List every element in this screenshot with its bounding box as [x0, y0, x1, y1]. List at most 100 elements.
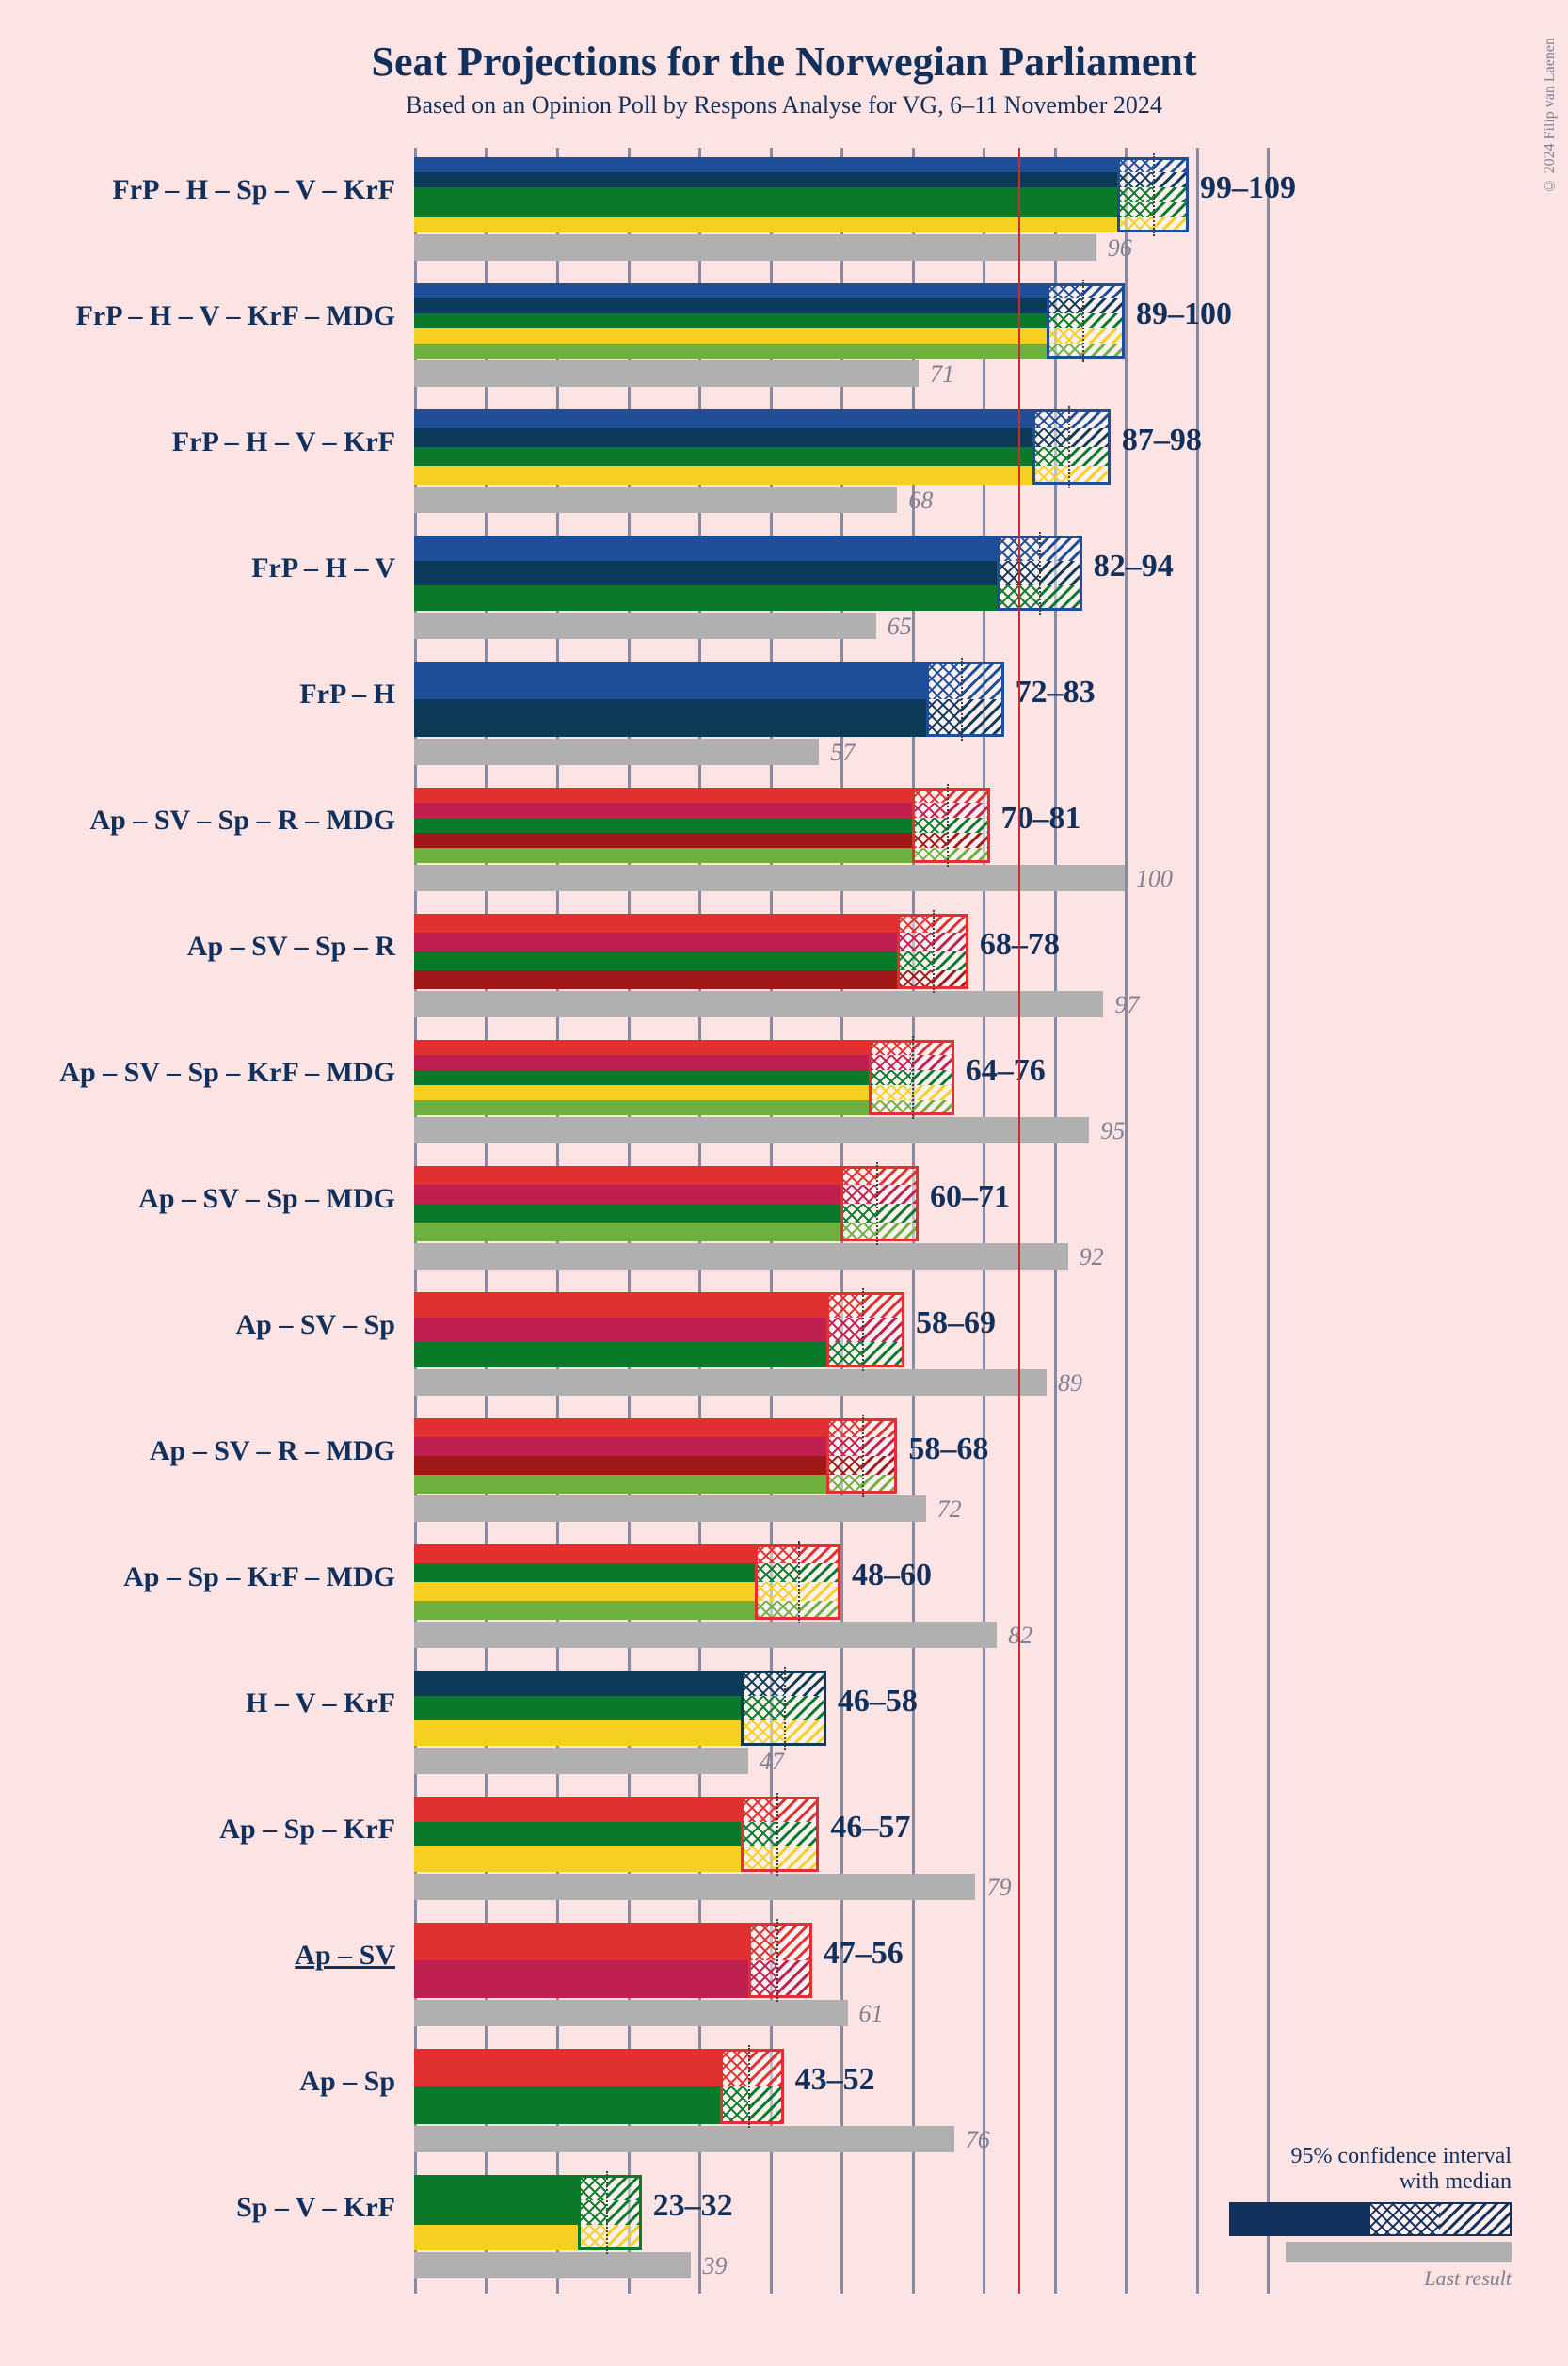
coalition-label: Ap – SV – R – MDG	[150, 1435, 395, 1467]
median-tick	[961, 658, 963, 741]
coalition-label: Ap – SV – Sp – MDG	[138, 1183, 395, 1215]
bar-stack	[414, 2175, 578, 2250]
coalition-row: FrP – H – Sp – V – KrF99–10996	[414, 157, 1267, 274]
party-bar	[414, 328, 1047, 344]
range-label: 89–100	[1136, 296, 1232, 332]
coalition-row: Ap – SV47–5661	[414, 1923, 1267, 2039]
party-bar	[414, 2175, 578, 2200]
party-bar	[414, 561, 997, 586]
coalition-row: H – V – KrF46–5847	[414, 1671, 1267, 1787]
coalition-label: Ap – SV	[295, 1940, 395, 1972]
party-bar	[414, 428, 1032, 447]
bar-stack	[414, 1418, 826, 1494]
range-label: 70–81	[1001, 801, 1081, 837]
median-tick	[862, 1288, 864, 1371]
party-bar	[414, 1418, 826, 1437]
confidence-interval	[826, 1292, 904, 1367]
party-bar	[414, 951, 897, 970]
party-bar	[414, 1100, 869, 1115]
median-tick	[1039, 532, 1041, 615]
coalition-row: Sp – V – KrF23–3239	[414, 2175, 1267, 2292]
last-result-label: 72	[937, 1495, 962, 1524]
coalition-row: FrP – H – V – KrF – MDG89–10071	[414, 283, 1267, 400]
last-result-bar	[414, 1748, 748, 1774]
party-bar	[414, 1070, 869, 1085]
coalition-label: Ap – SV – Sp – R – MDG	[89, 805, 395, 837]
party-bar	[414, 914, 897, 933]
last-result-bar	[414, 360, 919, 387]
last-result-bar	[414, 487, 897, 513]
last-result-bar	[414, 2252, 691, 2278]
confidence-interval	[1032, 409, 1111, 485]
last-result-bar	[414, 1117, 1089, 1143]
party-bar	[414, 1456, 826, 1475]
party-bar	[414, 1582, 755, 1601]
party-bar	[414, 1601, 755, 1620]
party-bar	[414, 217, 1117, 232]
last-result-bar	[414, 2000, 848, 2026]
legend: 95% confidence intervalwith median Last …	[1210, 2144, 1512, 2291]
median-tick	[1082, 280, 1084, 362]
party-bar	[414, 1166, 840, 1185]
last-result-bar	[414, 1622, 997, 1648]
party-bar	[414, 313, 1047, 328]
party-bar	[414, 1204, 840, 1223]
median-tick	[784, 1667, 786, 1750]
last-result-label: 71	[930, 360, 954, 389]
party-bar	[414, 1318, 826, 1343]
party-bar	[414, 187, 1117, 202]
bar-stack	[414, 1923, 748, 1998]
last-result-label: 76	[966, 2126, 990, 2154]
party-bar	[414, 536, 997, 561]
last-result-label: 39	[702, 2252, 727, 2280]
coalition-label: Ap – SV – Sp – KrF – MDG	[59, 1057, 395, 1089]
party-bar	[414, 1544, 755, 1563]
last-result-label: 100	[1136, 865, 1173, 893]
coalition-row: Ap – Sp43–5276	[414, 2049, 1267, 2166]
last-result-bar	[414, 1495, 926, 1522]
median-tick	[776, 1919, 778, 2002]
last-result-bar	[414, 1369, 1047, 1396]
range-label: 43–52	[795, 2062, 875, 2098]
last-result-label: 96	[1108, 234, 1132, 263]
party-bar	[414, 848, 912, 863]
bar-stack	[414, 2049, 720, 2124]
confidence-interval	[926, 662, 1004, 737]
last-result-label: 57	[830, 739, 855, 767]
range-label: 60–71	[930, 1179, 1010, 1215]
coalition-row: Ap – Sp – KrF46–5779	[414, 1797, 1267, 1913]
coalition-label: FrP – H	[299, 679, 395, 711]
median-tick	[798, 1541, 800, 1623]
party-bar	[414, 2200, 578, 2226]
coalition-row: Ap – SV – Sp – MDG60–7192	[414, 1166, 1267, 1283]
range-label: 64–76	[966, 1053, 1046, 1089]
party-bar	[414, 818, 912, 833]
party-bar	[414, 172, 1117, 187]
coalition-label: Ap – SV – Sp – R	[187, 931, 395, 963]
party-bar	[414, 803, 912, 818]
last-result-label: 95	[1100, 1117, 1125, 1145]
party-bar	[414, 699, 926, 737]
last-result-bar	[414, 1243, 1068, 1270]
confidence-interval	[840, 1166, 919, 1241]
gridline	[1267, 148, 1270, 2294]
party-bar	[414, 1696, 741, 1721]
coalition-row: Ap – Sp – KrF – MDG48–6082	[414, 1544, 1267, 1661]
party-bar	[414, 1822, 741, 1847]
party-bar	[414, 1671, 741, 1696]
party-bar	[414, 1960, 748, 1998]
range-label: 99–109	[1200, 170, 1296, 206]
legend-last-bar	[1286, 2242, 1512, 2262]
chart-title: Seat Projections for the Norwegian Parli…	[56, 38, 1512, 86]
bar-stack	[414, 409, 1032, 485]
party-bar	[414, 409, 1032, 428]
coalition-row: FrP – H72–8357	[414, 662, 1267, 778]
plot-region: FrP – H – Sp – V – KrF99–10996FrP – H – …	[414, 148, 1267, 2294]
bar-stack	[414, 283, 1047, 359]
last-result-bar	[414, 991, 1103, 1017]
last-result-bar	[414, 739, 819, 765]
range-label: 23–32	[653, 2188, 733, 2224]
last-result-label: 47	[760, 1748, 784, 1776]
confidence-interval	[748, 1923, 812, 1998]
party-bar	[414, 344, 1047, 359]
